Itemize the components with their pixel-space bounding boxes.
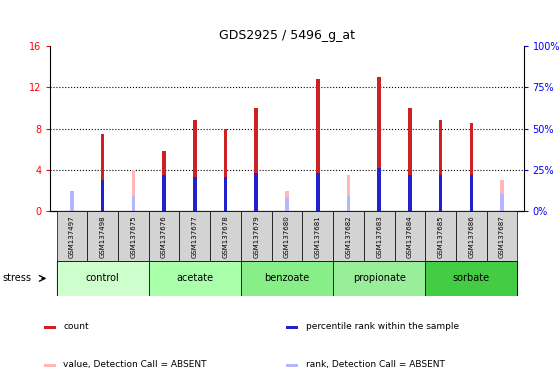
- Bar: [149, 211, 179, 261]
- Text: GSM137677: GSM137677: [192, 215, 198, 258]
- Text: GSM137681: GSM137681: [315, 215, 321, 258]
- Bar: [87, 211, 118, 261]
- Bar: [101, 180, 105, 211]
- Bar: [469, 175, 473, 211]
- Bar: [44, 364, 56, 367]
- Text: acetate: acetate: [176, 273, 213, 283]
- Bar: [179, 211, 210, 261]
- Text: GSM137679: GSM137679: [253, 215, 259, 258]
- Bar: [57, 261, 149, 296]
- Text: GSM137685: GSM137685: [437, 215, 444, 258]
- Text: count: count: [63, 321, 89, 331]
- Bar: [193, 120, 197, 211]
- Bar: [456, 211, 487, 261]
- Bar: [223, 177, 227, 211]
- Text: GSM137497: GSM137497: [69, 215, 75, 258]
- Text: rank, Detection Call = ABSENT: rank, Detection Call = ABSENT: [306, 359, 445, 369]
- Bar: [425, 211, 456, 261]
- Bar: [254, 173, 258, 211]
- Bar: [285, 198, 289, 211]
- Bar: [193, 177, 197, 211]
- Bar: [347, 196, 351, 211]
- Bar: [333, 261, 425, 296]
- Bar: [57, 211, 87, 261]
- Bar: [210, 211, 241, 261]
- Bar: [101, 134, 105, 211]
- Bar: [132, 170, 135, 211]
- Bar: [70, 190, 74, 211]
- Bar: [118, 211, 149, 261]
- Text: benzoate: benzoate: [264, 273, 310, 283]
- Text: GSM137675: GSM137675: [130, 215, 137, 258]
- Bar: [333, 211, 364, 261]
- Bar: [439, 175, 442, 211]
- Bar: [162, 151, 166, 211]
- Text: stress: stress: [3, 273, 32, 283]
- Bar: [272, 211, 302, 261]
- Text: GSM137684: GSM137684: [407, 215, 413, 258]
- Bar: [241, 261, 333, 296]
- Bar: [162, 175, 166, 211]
- Bar: [439, 120, 442, 211]
- Text: sorbate: sorbate: [453, 273, 490, 283]
- Bar: [44, 326, 56, 329]
- Bar: [149, 261, 241, 296]
- Bar: [347, 175, 351, 211]
- Bar: [132, 196, 135, 211]
- Text: GSM137682: GSM137682: [346, 215, 352, 258]
- Bar: [364, 211, 395, 261]
- Bar: [377, 168, 381, 211]
- Text: control: control: [86, 273, 119, 283]
- Bar: [408, 108, 412, 211]
- Text: propionate: propionate: [353, 273, 405, 283]
- Bar: [425, 261, 517, 296]
- Bar: [500, 194, 504, 211]
- Bar: [377, 77, 381, 211]
- Bar: [487, 211, 517, 261]
- Text: percentile rank within the sample: percentile rank within the sample: [306, 321, 459, 331]
- Bar: [285, 190, 289, 211]
- Bar: [469, 124, 473, 211]
- Text: GSM137686: GSM137686: [468, 215, 474, 258]
- Text: GSM137680: GSM137680: [284, 215, 290, 258]
- Text: GSM137687: GSM137687: [499, 215, 505, 258]
- Bar: [254, 108, 258, 211]
- Text: value, Detection Call = ABSENT: value, Detection Call = ABSENT: [63, 359, 207, 369]
- Bar: [286, 326, 298, 329]
- Text: GSM137683: GSM137683: [376, 215, 382, 258]
- Bar: [395, 211, 425, 261]
- Bar: [223, 129, 227, 211]
- Bar: [316, 79, 320, 211]
- Bar: [286, 364, 298, 367]
- Bar: [70, 196, 74, 211]
- Bar: [408, 175, 412, 211]
- Text: GSM137498: GSM137498: [100, 215, 106, 258]
- Bar: [316, 173, 320, 211]
- Bar: [500, 180, 504, 211]
- Bar: [302, 211, 333, 261]
- Text: GSM137678: GSM137678: [222, 215, 228, 258]
- Bar: [241, 211, 272, 261]
- Text: GDS2925 / 5496_g_at: GDS2925 / 5496_g_at: [219, 29, 355, 42]
- Text: GSM137676: GSM137676: [161, 215, 167, 258]
